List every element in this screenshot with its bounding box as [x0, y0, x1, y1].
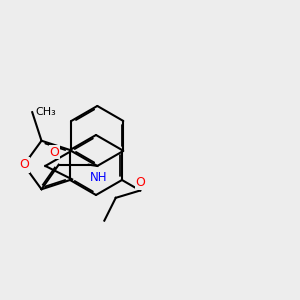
Text: NH: NH — [90, 171, 108, 184]
Text: O: O — [49, 146, 59, 159]
Text: CH₃: CH₃ — [35, 107, 56, 117]
Text: O: O — [19, 158, 29, 172]
Text: O: O — [135, 176, 145, 189]
